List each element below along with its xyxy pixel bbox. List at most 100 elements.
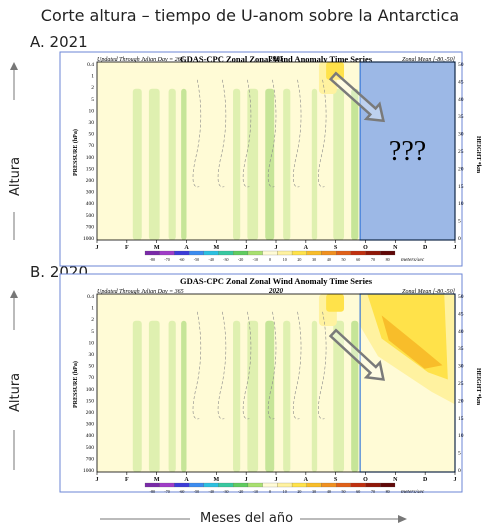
colorbar-cell (336, 482, 351, 488)
colorbar-cell (321, 250, 337, 256)
negative-anomaly-band (283, 88, 291, 240)
panel-label-2021: A. 2021 (30, 33, 88, 51)
pressure-tick-label: 200 (86, 410, 95, 416)
contour-line (242, 79, 252, 188)
colorbar-cell (277, 250, 293, 256)
pressure-tick-label: 300 (86, 422, 95, 428)
colorbar-tick-label: -50 (194, 489, 199, 494)
height-tick-label: 40 (458, 97, 464, 103)
pressure-tick-label: 700 (86, 224, 95, 230)
colorbar-cell (306, 250, 322, 256)
pressure-tick-label: 1 (91, 74, 94, 80)
height-tick-label: 25 (458, 149, 464, 155)
negative-anomaly-band (333, 88, 345, 240)
pressure-tick-label: 500 (86, 445, 95, 451)
chart-updated-note: Updated Through Julian Day = 268 (97, 57, 184, 63)
pressure-tick-label: 1 (91, 306, 94, 312)
colorbar-tick-label: -70 (164, 257, 169, 262)
colorbar-cell (159, 250, 175, 256)
negative-anomaly-band (181, 88, 187, 240)
pressure-tick-label: 2 (91, 85, 94, 91)
height-tick-label: 15 (458, 416, 464, 422)
colorbar-tick-label: 30 (312, 489, 316, 494)
month-tick-label: J (454, 477, 457, 483)
contour-line (217, 311, 227, 420)
month-tick-label: J (245, 245, 248, 251)
pressure-tick-label: 500 (86, 213, 95, 219)
chart-title: GDAS-CPC Zonal Zonal Wind Anomaly Time S… (180, 276, 373, 286)
month-tick-label: J (275, 245, 278, 251)
colorbar-cell (321, 482, 337, 488)
negative-anomaly-band (168, 320, 176, 472)
colorbar-cell (306, 482, 322, 488)
colorbar-unit: meters/sec (401, 257, 425, 263)
height-tick-label: 15 (458, 184, 464, 190)
month-tick-label: M (213, 477, 219, 483)
month-tick-label: M (154, 245, 160, 251)
contour-line (317, 311, 327, 420)
pressure-tick-label: 300 (86, 190, 95, 196)
height-tick-label: 45 (458, 79, 464, 85)
pressure-tick-label: 2 (91, 317, 94, 323)
pressure-tick-label: 10 (89, 340, 95, 346)
question-marks: ??? (389, 136, 426, 167)
month-tick-label: A (304, 477, 309, 483)
colorbar-cell (291, 250, 307, 256)
colorbar-cell (144, 482, 160, 488)
pressure-tick-label: 70 (89, 375, 95, 381)
height-tick-label: 0 (458, 236, 461, 242)
month-tick-label: J (454, 245, 457, 251)
contour-line (192, 79, 202, 188)
month-tick-label: J (245, 477, 248, 483)
month-tick-label: S (334, 477, 338, 483)
colorbar-tick-label: 0 (269, 257, 271, 262)
colorbar-cell (203, 482, 219, 488)
negative-anomaly-band (311, 88, 318, 240)
x-axis-caption: Meses del año (200, 511, 294, 526)
chart-updated-note: Updated Through Julian Day = 365 (97, 289, 184, 295)
month-tick-label: J (96, 245, 99, 251)
height-tick-label: 10 (458, 201, 464, 207)
colorbar-tick-label: 20 (297, 257, 301, 262)
contour-line (317, 79, 327, 188)
right-arrow-icon (100, 515, 407, 523)
contour-line (267, 79, 277, 188)
contour-line (292, 311, 302, 420)
height-tick-label: 35 (458, 114, 464, 120)
negative-anomaly-band (311, 320, 318, 472)
height-axis-label: HEIGHT *km (475, 136, 481, 173)
colorbar-tick-label: 10 (283, 489, 287, 494)
pressure-tick-label: 0.4 (87, 62, 94, 68)
month-tick-label: D (423, 477, 428, 483)
negative-anomaly-band (247, 88, 259, 240)
height-tick-label: 5 (458, 451, 461, 457)
height-tick-label: 20 (458, 166, 464, 172)
month-tick-label: F (125, 477, 129, 483)
pressure-tick-label: 400 (86, 433, 95, 439)
colorbar-tick-label: 60 (356, 489, 360, 494)
height-tick-label: 45 (458, 311, 464, 317)
colorbar-tick-label: 70 (371, 257, 375, 262)
chart-panel-2021: GDAS-CPC Zonal Zonal Wind Anomaly Time S… (59, 51, 481, 267)
negative-anomaly-band (333, 320, 345, 472)
month-tick-label: N (393, 477, 398, 483)
month-tick-label: D (423, 245, 428, 251)
pressure-tick-label: 0.4 (87, 294, 94, 300)
negative-anomaly-band (132, 88, 142, 240)
chart-region: Zonal Mean [-80,-50] (402, 57, 455, 63)
colorbar-tick-label: -80 (150, 489, 155, 494)
colorbar-tick-label: 50 (342, 257, 346, 262)
month-tick-label: F (125, 245, 129, 251)
negative-anomaly-band (351, 88, 359, 240)
colorbar-cell (203, 250, 219, 256)
contour-line (217, 79, 227, 188)
pressure-tick-label: 30 (89, 352, 95, 358)
pressure-tick-label: 50 (89, 364, 95, 370)
colorbar-tick-label: -50 (194, 257, 199, 262)
colorbar-unit: meters/sec (401, 489, 425, 495)
negative-anomaly-band (233, 320, 241, 472)
pressure-axis-label: PRESSURE (hPa) (72, 129, 79, 176)
pressure-tick-label: 100 (86, 155, 95, 161)
pressure-tick-label: 700 (86, 456, 95, 462)
